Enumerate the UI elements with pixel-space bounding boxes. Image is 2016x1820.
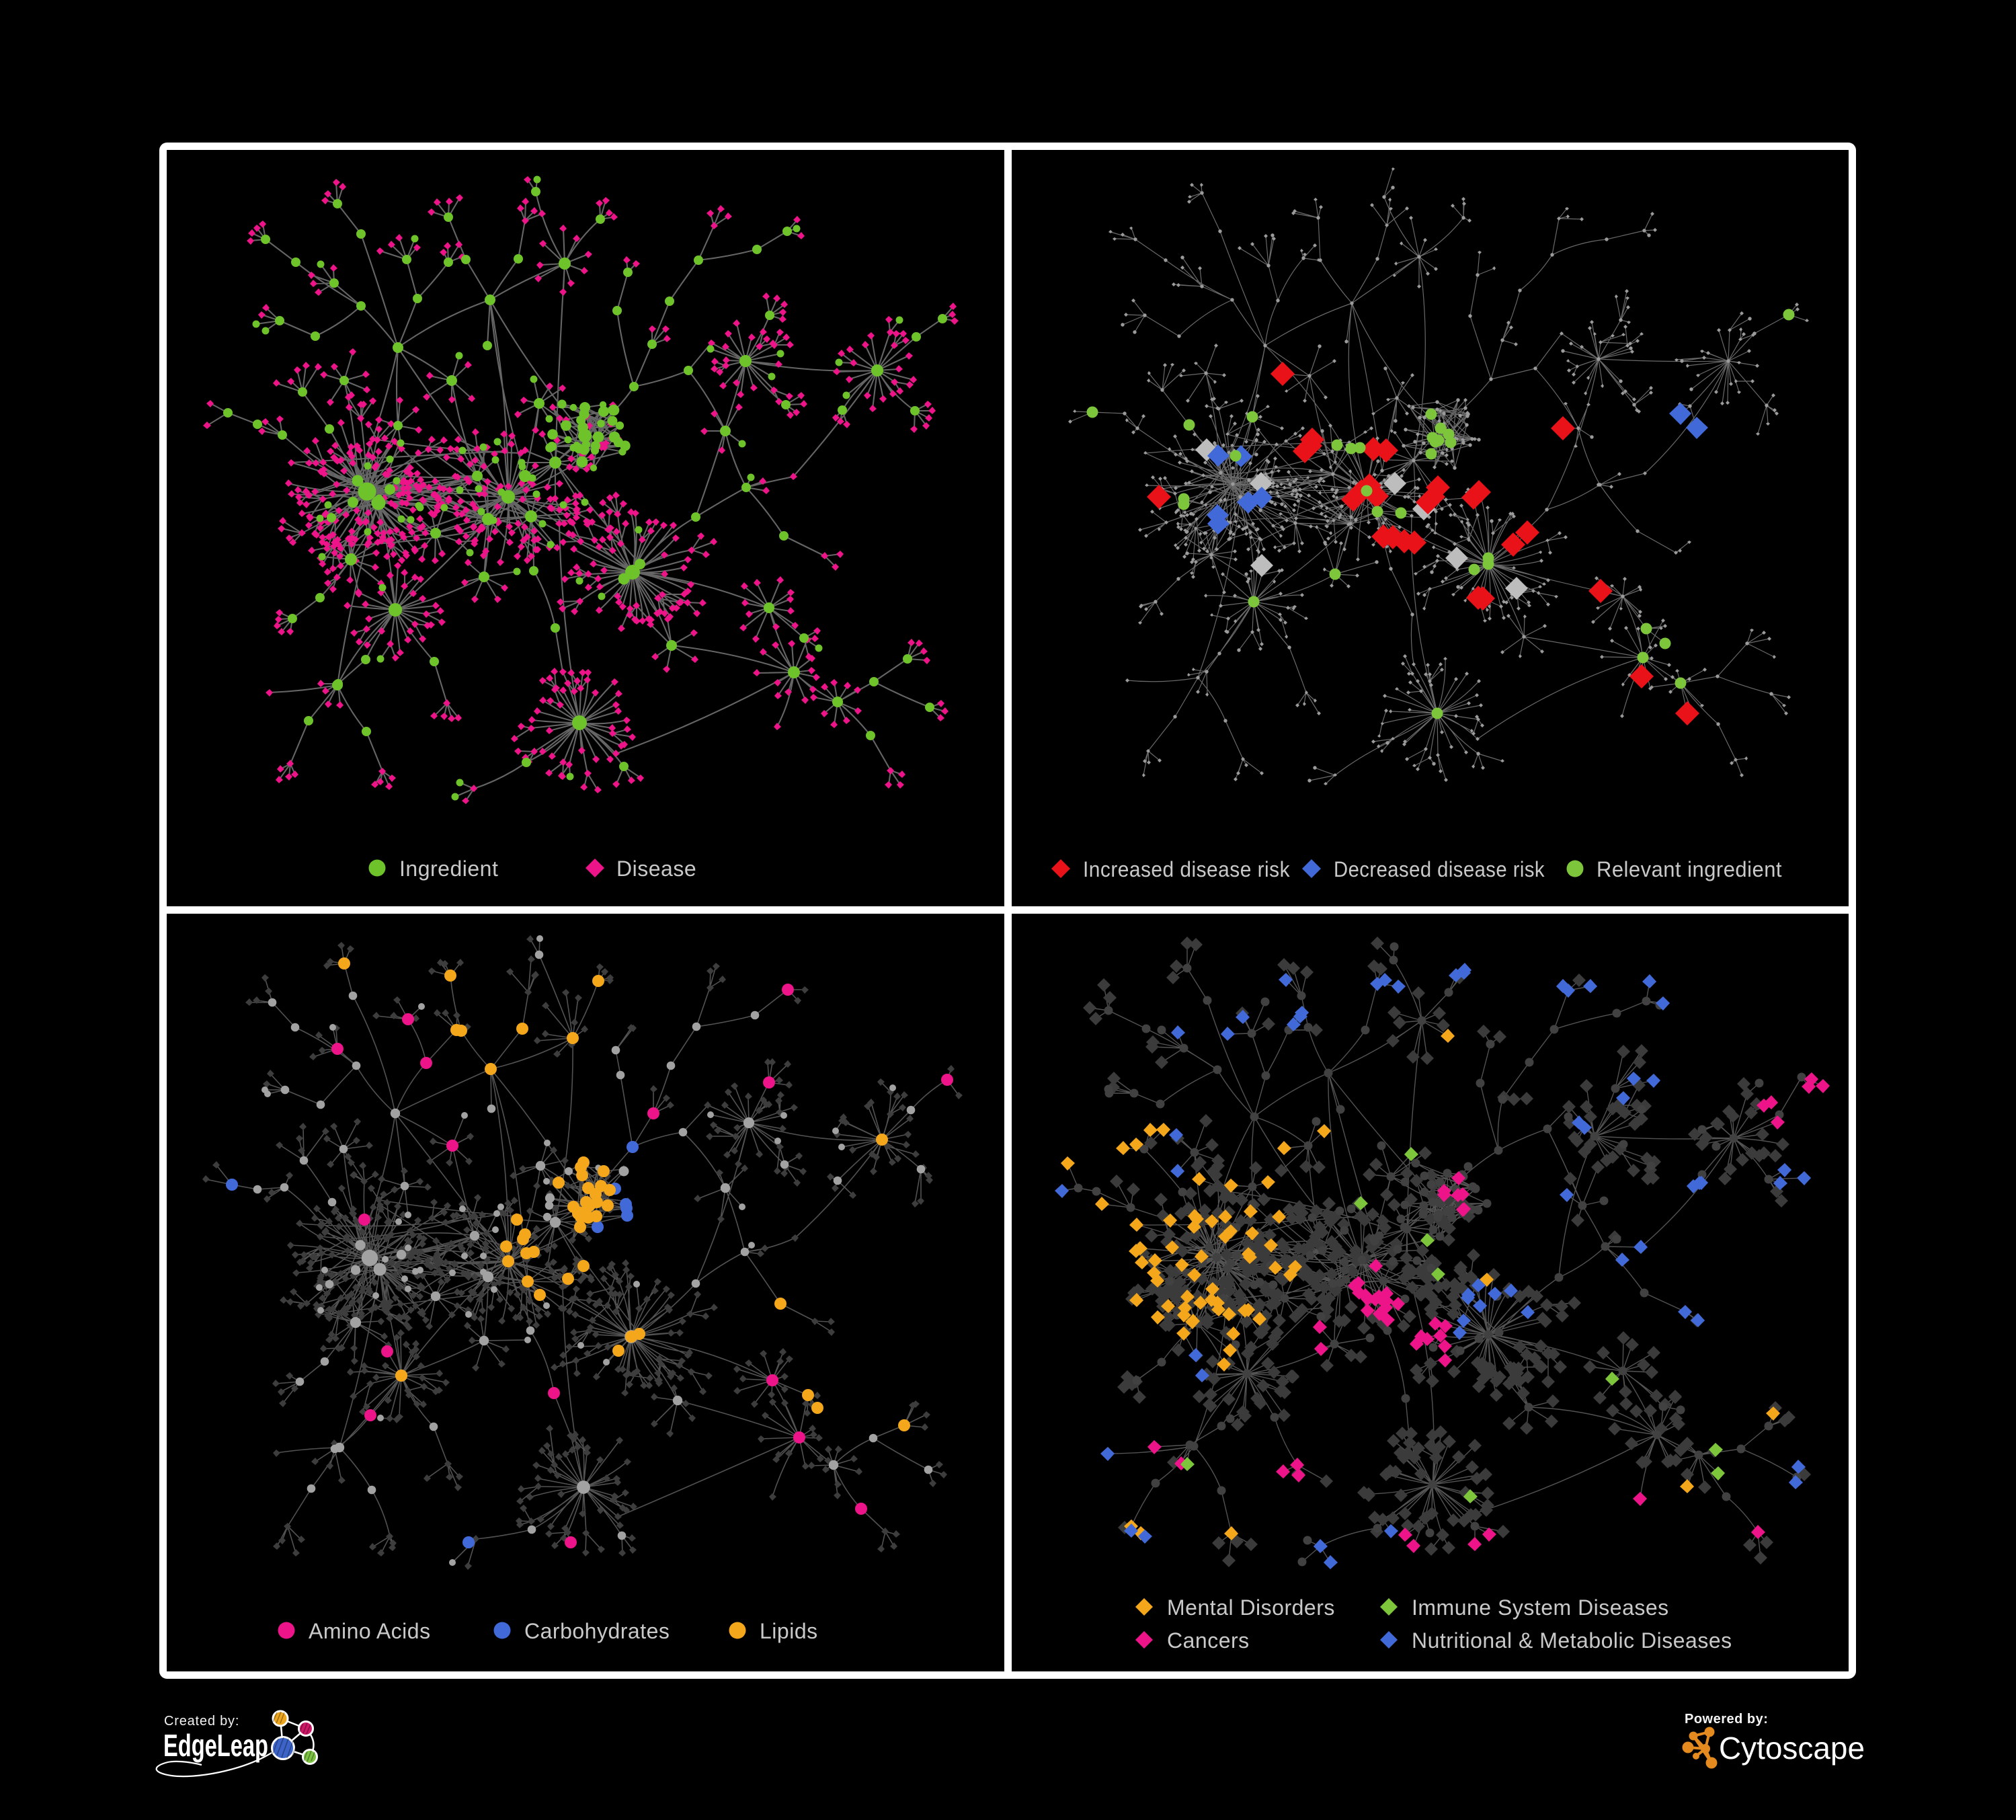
svg-text:Lipids: Lipids: [760, 1619, 818, 1643]
svg-text:Disease: Disease: [616, 857, 696, 881]
svg-text:Created by:: Created by:: [164, 1714, 239, 1729]
svg-text:Decreased disease risk: Decreased disease risk: [1334, 857, 1545, 881]
svg-text:Cancers: Cancers: [1167, 1628, 1250, 1653]
svg-text:Ingredient: Ingredient: [399, 857, 498, 881]
svg-text:Carbohydrates: Carbohydrates: [524, 1619, 670, 1643]
svg-text:Immune System Diseases: Immune System Diseases: [1412, 1595, 1669, 1620]
svg-text:EdgeLeap: EdgeLeap: [163, 1728, 268, 1763]
svg-text:Powered by:: Powered by:: [1685, 1712, 1768, 1727]
svg-text:Increased disease risk: Increased disease risk: [1083, 857, 1290, 881]
svg-text:Mental Disorders: Mental Disorders: [1167, 1595, 1335, 1620]
svg-text:Amino Acids: Amino Acids: [309, 1619, 431, 1643]
svg-text:Cytoscape: Cytoscape: [1719, 1731, 1865, 1766]
svg-text:Nutritional & Metabolic Diseas: Nutritional & Metabolic Diseases: [1412, 1628, 1732, 1653]
svg-text:Relevant ingredient: Relevant ingredient: [1597, 857, 1782, 881]
